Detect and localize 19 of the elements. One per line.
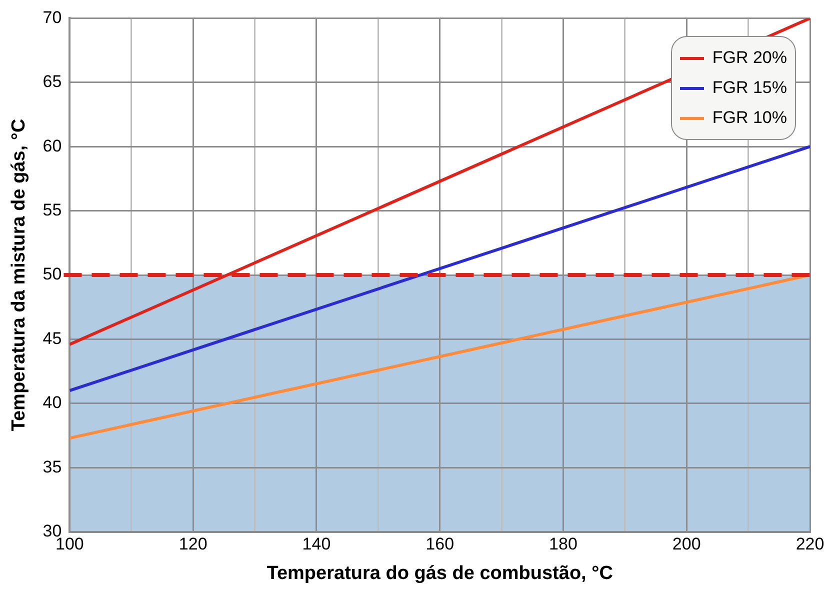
y-tick-label: 60 <box>42 136 62 156</box>
y-tick-label: 50 <box>42 264 62 284</box>
y-tick-label: 55 <box>42 200 62 220</box>
legend-label: FGR 15% <box>712 77 787 99</box>
x-axis-title: Temperatura do gás de combustão, °C <box>266 562 614 584</box>
x-tick-label: 220 <box>796 534 824 554</box>
x-tick-label: 120 <box>178 534 208 554</box>
x-tick-label: 200 <box>672 534 701 554</box>
y-tick-label: 45 <box>42 328 62 348</box>
x-tick-label: 160 <box>426 534 454 554</box>
legend-label: FGR 10% <box>712 107 787 129</box>
legend-label: FGR 20% <box>712 47 787 69</box>
y-tick-label: 70 <box>42 8 62 27</box>
y-axis-title: Temperatura da mistura de gás, °C <box>8 118 30 432</box>
x-tick-label: 140 <box>302 534 331 554</box>
y-tick-label: 65 <box>42 72 62 92</box>
y-tick-label: 40 <box>42 393 62 412</box>
y-tick-label: 35 <box>42 457 62 476</box>
x-tick-label: 180 <box>549 534 578 554</box>
